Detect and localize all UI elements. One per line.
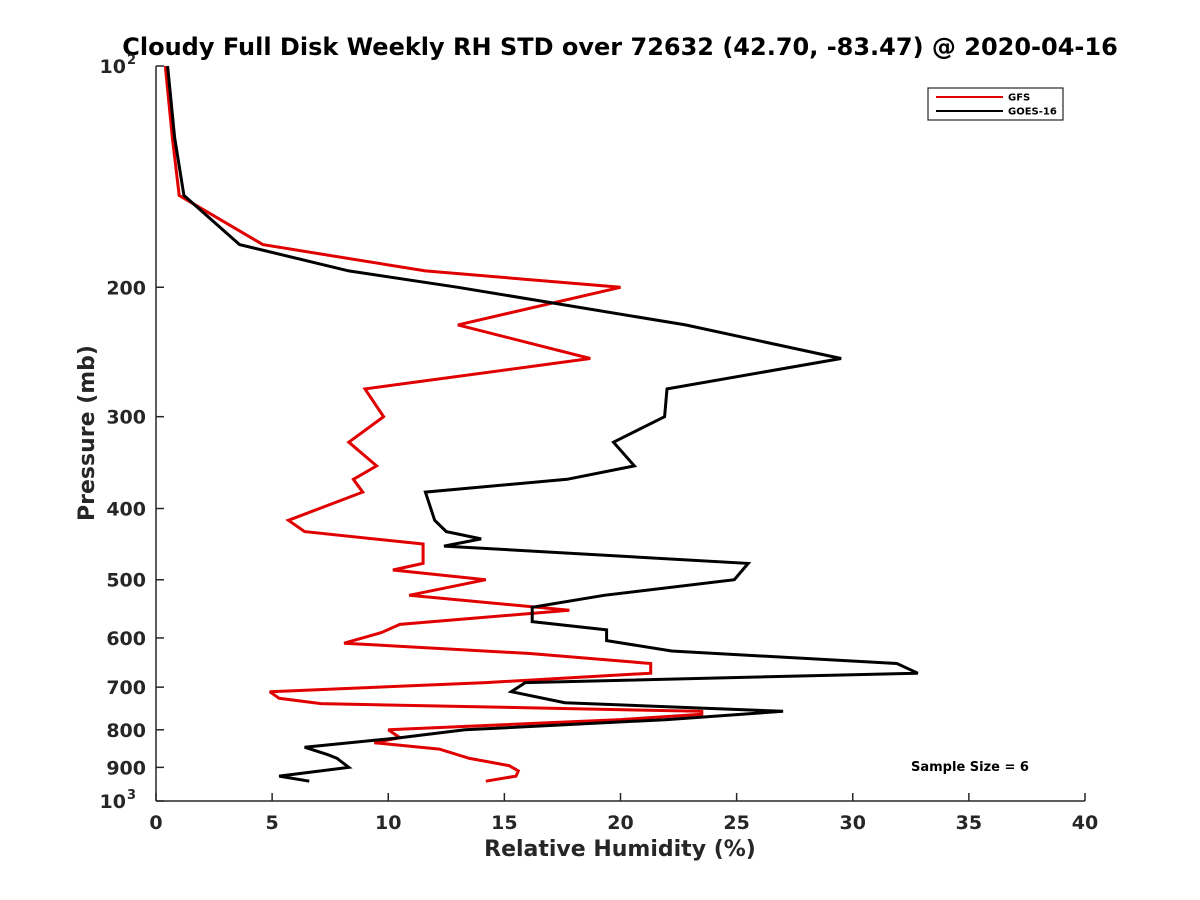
- x-tick-label: 35: [956, 812, 982, 834]
- chart-title: Cloudy Full Disk Weekly RH STD over 7263…: [122, 33, 1118, 61]
- x-tick-label: 20: [607, 812, 633, 834]
- y-tick-label-exponent: 3: [127, 788, 136, 803]
- x-axis-label: Relative Humidity (%): [484, 837, 756, 862]
- x-tick-label: 30: [840, 812, 866, 834]
- legend-box: [927, 87, 1064, 121]
- legend-label-goes16: GOES-16: [1008, 107, 1057, 118]
- series-line-goes16: [166, 65, 919, 783]
- y-axis-label: Pressure (mb): [75, 345, 100, 521]
- y-tick-label: 300: [106, 407, 146, 429]
- series-layer: [163, 65, 919, 783]
- x-tick-label: 15: [491, 812, 517, 834]
- x-tick-label: 40: [1072, 812, 1098, 834]
- legend-label-gfs: GFS: [1008, 93, 1030, 104]
- x-tick-label: 0: [149, 812, 162, 834]
- y-tick-label-exponent: 2: [127, 53, 136, 68]
- plot-background: [156, 66, 1085, 801]
- y-tick-label: 900: [106, 757, 146, 779]
- series-line-gfs: [163, 65, 704, 783]
- y-tick-label: 700: [106, 677, 146, 699]
- y-tick-label: 400: [106, 499, 146, 521]
- x-tick-label: 25: [723, 812, 749, 834]
- x-tick-label: 5: [266, 812, 279, 834]
- y-tick-label: 600: [106, 628, 146, 650]
- legend: GFS GOES-16: [927, 87, 1064, 121]
- y-tick-label: 200: [106, 277, 146, 299]
- x-axis-ticks: 0 5 10 15 20 25 30 35 40: [149, 793, 1098, 834]
- sample-size-annotation: Sample Size = 6: [911, 760, 1029, 775]
- y-tick-label: 10: [100, 56, 126, 78]
- y-tick-label: 10: [100, 791, 126, 813]
- x-tick-label: 10: [375, 812, 401, 834]
- y-tick-label: 500: [106, 570, 146, 592]
- plot-area: 0 5 10 15 20 25 30 35 40 10 220030040050060070080…: [100, 53, 1099, 834]
- y-tick-label: 800: [106, 720, 146, 742]
